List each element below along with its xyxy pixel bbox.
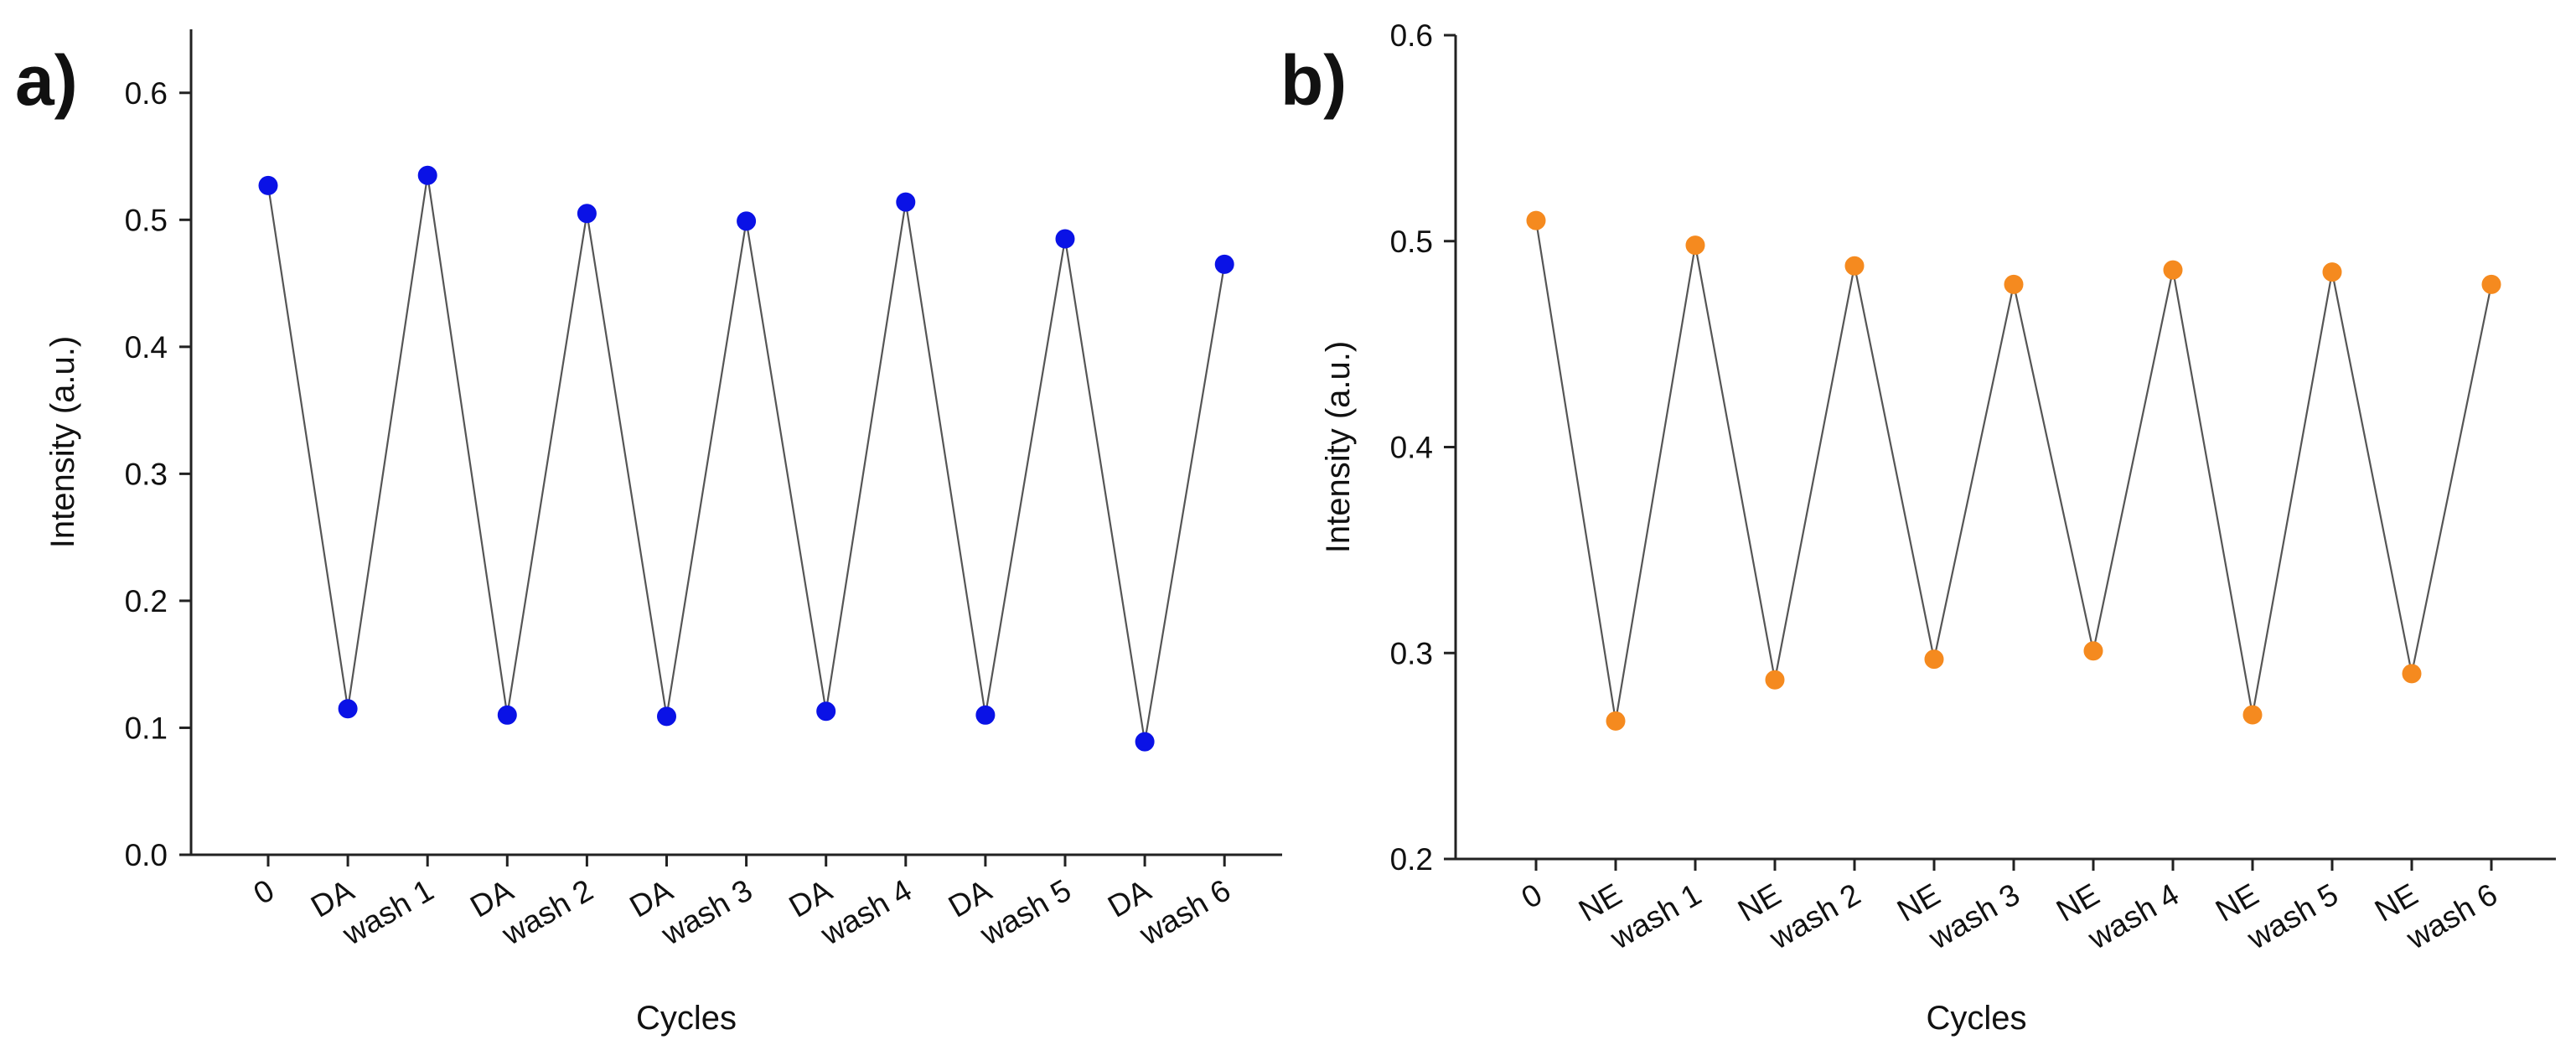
data-point xyxy=(2402,664,2422,684)
x-tick-label: wash 2 xyxy=(1763,877,1866,956)
panel-label: b) xyxy=(1280,41,1347,120)
data-point xyxy=(737,211,757,231)
data-point xyxy=(1765,670,1785,690)
x-tick-label: wash 6 xyxy=(1133,872,1236,952)
x-tick-label: wash 5 xyxy=(2241,877,2344,956)
data-point xyxy=(577,204,597,224)
data-point xyxy=(1924,649,1944,670)
data-point xyxy=(2083,641,2103,661)
series-line xyxy=(1534,220,2493,722)
data-point xyxy=(1135,732,1155,752)
y-tick-label: 0.0 xyxy=(125,838,168,872)
data-point xyxy=(2242,705,2263,725)
data-point xyxy=(2004,274,2024,294)
data-point xyxy=(497,705,517,725)
data-point xyxy=(1214,254,1234,274)
data-point xyxy=(816,701,836,722)
data-point xyxy=(896,192,916,212)
y-axis-title: Intensity (a.u.) xyxy=(1320,341,1357,553)
x-tick-label: wash 6 xyxy=(2400,877,2503,956)
y-tick-label: 0.4 xyxy=(1390,431,1433,465)
data-point xyxy=(1685,235,1705,256)
x-tick-label: wash 1 xyxy=(1604,877,1707,956)
y-tick-label: 0.3 xyxy=(125,457,168,491)
data-point xyxy=(1055,229,1075,249)
x-axis-title: Cycles xyxy=(1926,1000,2026,1037)
data-point xyxy=(2163,260,2183,280)
data-point xyxy=(2322,262,2342,282)
data-point xyxy=(338,699,358,719)
x-tick-label: wash 4 xyxy=(2082,877,2185,956)
x-tick-label: wash 3 xyxy=(1922,877,2025,956)
x-axis-title: Cycles xyxy=(636,1000,737,1037)
data-point xyxy=(1606,711,1626,731)
y-tick-label: 0.4 xyxy=(125,330,168,365)
x-tick-label: wash 2 xyxy=(496,872,599,952)
y-tick-label: 0.6 xyxy=(1390,18,1433,53)
y-tick-label: 0.5 xyxy=(125,203,168,237)
y-tick-label: 0.2 xyxy=(1390,842,1433,877)
y-tick-label: 0.1 xyxy=(125,711,168,745)
data-point xyxy=(1844,256,1865,276)
x-tick-label: wash 4 xyxy=(815,872,918,952)
y-axis-title: Intensity (a.u.) xyxy=(44,336,81,548)
x-tick-label: 0 xyxy=(248,872,280,911)
data-point xyxy=(975,705,996,725)
data-point xyxy=(2481,274,2501,294)
panel-label: a) xyxy=(15,41,78,120)
y-tick-label: 0.3 xyxy=(1390,636,1433,670)
data-point xyxy=(417,165,437,185)
x-tick-label: wash 5 xyxy=(974,872,1077,952)
data-point xyxy=(258,175,278,195)
x-tick-label: 0 xyxy=(1516,877,1548,915)
y-tick-label: 0.5 xyxy=(1390,225,1433,259)
y-tick-label: 0.2 xyxy=(125,584,168,618)
data-point xyxy=(1526,210,1546,230)
x-tick-label: wash 1 xyxy=(336,872,439,952)
y-tick-label: 0.6 xyxy=(125,76,168,111)
x-tick-label: wash 3 xyxy=(655,872,758,952)
data-point xyxy=(657,706,676,727)
series-line xyxy=(266,175,1226,742)
